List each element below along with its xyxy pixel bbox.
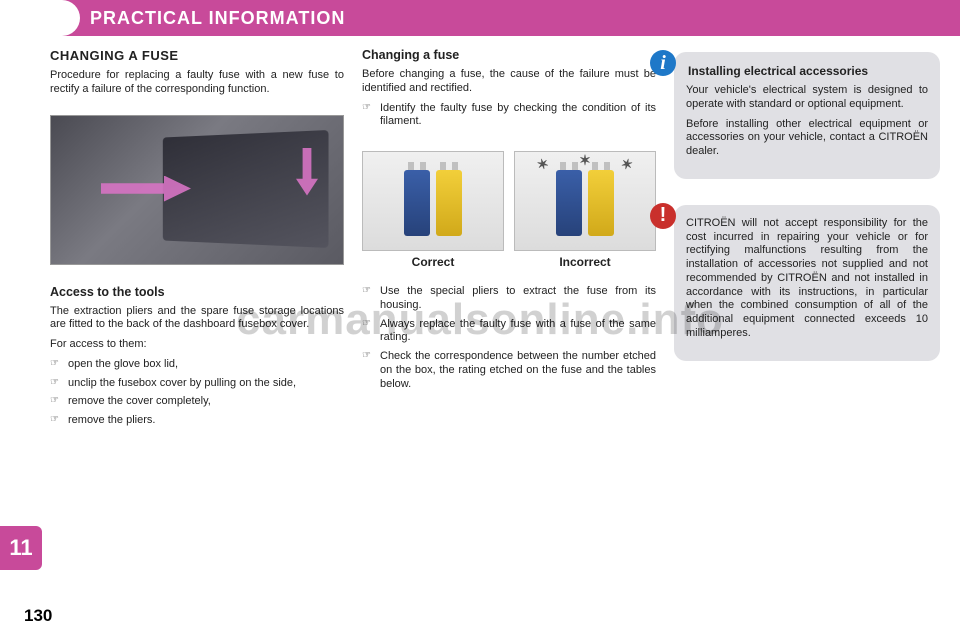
page-number: 130 xyxy=(24,606,52,626)
column-middle: Changing a fuse Before changing a fuse, … xyxy=(362,48,656,433)
header-curve xyxy=(0,0,80,36)
info-icon xyxy=(650,50,676,76)
list-item: Use the special pliers to extract the fu… xyxy=(362,285,656,313)
spark-icon: ✶ xyxy=(579,152,591,169)
list-item: Always replace the faulty fuse with a fu… xyxy=(362,318,656,346)
changing-fuse-title: CHANGING A FUSE xyxy=(50,48,344,63)
changing-fuse-intro: Procedure for replacing a faulty fuse wi… xyxy=(50,69,344,97)
info-callout-p1: Your vehicle's electrical system is desi… xyxy=(686,84,928,112)
tools-intro: The extraction pliers and the spare fuse… xyxy=(50,305,344,333)
fuse-yellow-icon xyxy=(588,170,614,236)
spark-icon: ✶ xyxy=(535,155,551,174)
info-callout-p2: Before installing other electrical equip… xyxy=(686,118,928,159)
tools-steps-list: open the glove box lid, unclip the fuseb… xyxy=(50,358,344,428)
list-item: Identify the faulty fuse by checking the… xyxy=(362,102,656,130)
fuse-caption-row: Correct Incorrect xyxy=(362,255,656,269)
fuse-yellow-icon xyxy=(436,170,462,236)
fuse-steps-list: Use the special pliers to extract the fu… xyxy=(362,285,656,391)
header-bar: PRACTICAL INFORMATION xyxy=(0,0,960,36)
section-number: 11 xyxy=(9,535,32,561)
changing-fuse-subtitle: Changing a fuse xyxy=(362,48,656,62)
caption-incorrect: Incorrect xyxy=(514,255,656,269)
fuse-incorrect-image: ✶ ✶ ✶ xyxy=(514,151,656,251)
column-left: CHANGING A FUSE Procedure for replacing … xyxy=(50,48,344,433)
info-callout-title: Installing electrical accessories xyxy=(686,64,928,78)
list-item: open the glove box lid, xyxy=(50,358,344,372)
manual-page: PRACTICAL INFORMATION CHANGING A FUSE Pr… xyxy=(0,0,960,640)
fuse-correct-image xyxy=(362,151,504,251)
identify-list: Identify the faulty fuse by checking the… xyxy=(362,102,656,130)
list-item: remove the pliers. xyxy=(50,414,344,428)
spark-icon: ✶ xyxy=(619,155,635,174)
warning-callout-text: CITROËN will not accept responsibility f… xyxy=(686,217,928,341)
fuse-illustration-row: ✶ ✶ ✶ xyxy=(362,151,656,251)
section-tab: 11 xyxy=(0,526,42,570)
warning-icon xyxy=(650,203,676,229)
list-item: unclip the fusebox cover by pulling on t… xyxy=(50,377,344,391)
fuse-blue-icon xyxy=(556,170,582,236)
list-item: Check the correspondence between the num… xyxy=(362,350,656,391)
changing-fuse-before: Before changing a fuse, the cause of the… xyxy=(362,68,656,96)
warning-callout: CITROËN will not accept responsibility f… xyxy=(674,205,940,361)
tools-lead: For access to them: xyxy=(50,338,344,352)
column-right: Installing electrical accessories Your v… xyxy=(674,48,940,433)
header-title: PRACTICAL INFORMATION xyxy=(90,8,345,29)
list-item: remove the cover completely, xyxy=(50,395,344,409)
info-callout: Installing electrical accessories Your v… xyxy=(674,52,940,179)
glovebox-photo xyxy=(50,115,344,265)
caption-correct: Correct xyxy=(362,255,504,269)
content-columns: CHANGING A FUSE Procedure for replacing … xyxy=(0,36,960,443)
tools-title: Access to the tools xyxy=(50,285,344,299)
fuse-blue-icon xyxy=(404,170,430,236)
